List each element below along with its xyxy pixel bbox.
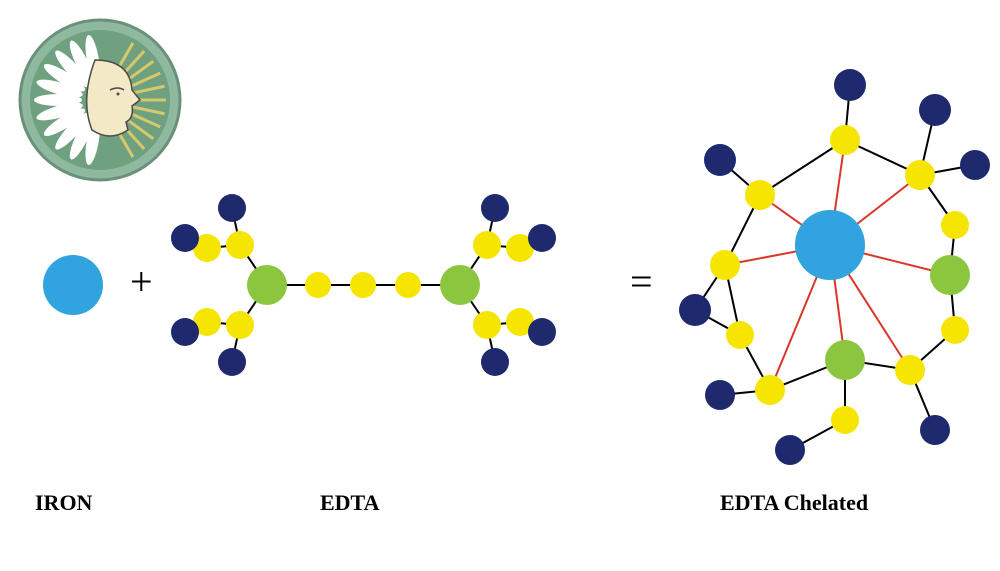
chelated-label: EDTA Chelated bbox=[720, 490, 868, 516]
equals-operator: = bbox=[630, 258, 653, 305]
edta-label: EDTA bbox=[320, 490, 380, 516]
iron-label: IRON bbox=[35, 490, 92, 516]
plus-operator: + bbox=[130, 258, 153, 305]
brand-logo bbox=[20, 20, 180, 180]
